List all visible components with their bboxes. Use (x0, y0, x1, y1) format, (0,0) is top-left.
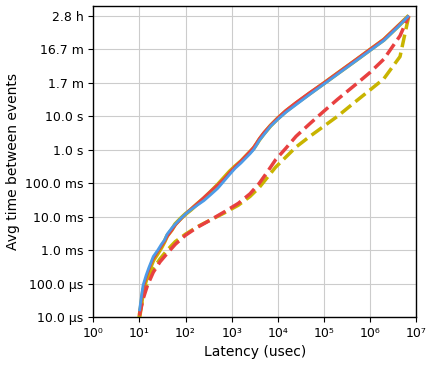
X-axis label: Latency (usec): Latency (usec) (203, 345, 306, 360)
Y-axis label: Avg time between events: Avg time between events (6, 73, 19, 250)
